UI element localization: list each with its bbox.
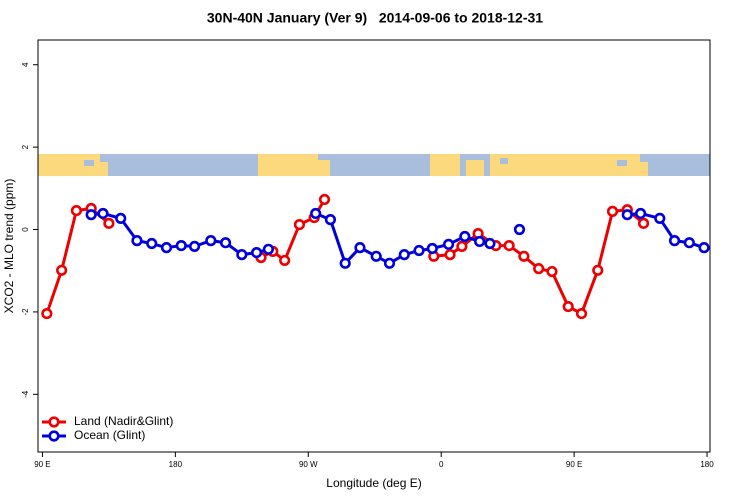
chart-title: 30N-40N January (Ver 9) 2014-09-06 to 20… bbox=[207, 10, 543, 26]
y-tick-label: -2 bbox=[21, 308, 30, 316]
x-tick-label: 90 E bbox=[34, 460, 50, 469]
data-point bbox=[634, 207, 647, 220]
data-point bbox=[442, 238, 455, 250]
data-point bbox=[70, 204, 82, 217]
data-point bbox=[56, 264, 68, 276]
x-tick-label: 90 E bbox=[566, 460, 582, 469]
data-point bbox=[370, 250, 382, 262]
data-point bbox=[533, 263, 545, 275]
data-point bbox=[398, 249, 410, 261]
data-point bbox=[592, 264, 604, 276]
data-point bbox=[637, 217, 650, 229]
data-point bbox=[324, 214, 337, 226]
plot-frame bbox=[37, 39, 711, 453]
data-point bbox=[621, 209, 633, 221]
data-point bbox=[518, 250, 530, 262]
data-point bbox=[354, 242, 366, 254]
legend-label: Land (Nadir&Glint) bbox=[74, 414, 173, 428]
data-point bbox=[318, 193, 331, 206]
y-tick-label: 0 bbox=[21, 227, 30, 232]
data-point bbox=[654, 212, 666, 224]
data-point bbox=[444, 249, 456, 261]
data-point bbox=[279, 254, 291, 267]
data-point bbox=[484, 237, 496, 250]
data-point bbox=[575, 307, 588, 320]
x-tick-label: 90 W bbox=[299, 460, 318, 469]
data-point bbox=[103, 217, 115, 229]
data-point bbox=[236, 249, 248, 261]
data-point bbox=[131, 235, 143, 247]
data-point bbox=[606, 205, 619, 217]
data-point bbox=[41, 307, 53, 320]
data-point bbox=[160, 242, 173, 254]
data-point bbox=[219, 237, 232, 249]
data-point bbox=[459, 230, 471, 243]
data-point bbox=[413, 244, 425, 257]
data-point bbox=[383, 257, 396, 269]
data-point bbox=[250, 246, 263, 259]
data-point bbox=[293, 218, 306, 231]
data-point bbox=[503, 239, 515, 252]
map-strip bbox=[38, 154, 710, 176]
data-point bbox=[97, 207, 109, 220]
data-point bbox=[426, 242, 438, 255]
data-point bbox=[456, 240, 468, 253]
data-point bbox=[546, 265, 558, 278]
data-point bbox=[474, 235, 486, 248]
y-tick-label: 2 bbox=[21, 144, 30, 149]
data-point bbox=[188, 240, 201, 253]
data-point bbox=[115, 212, 127, 224]
x-tick-label: 180 bbox=[169, 460, 183, 469]
x-axis-label: Longitude (deg E) bbox=[326, 476, 421, 490]
y-tick-label: -4 bbox=[21, 390, 30, 398]
data-point bbox=[513, 223, 526, 236]
legend-label: Ocean (Glint) bbox=[74, 428, 145, 442]
y-tick-label: 4 bbox=[21, 62, 30, 67]
data-point bbox=[262, 243, 275, 255]
data-point bbox=[339, 257, 351, 269]
x-tick-label: 0 bbox=[439, 460, 444, 469]
data-point bbox=[668, 235, 681, 247]
data-point bbox=[683, 237, 695, 249]
series-line bbox=[45, 198, 645, 316]
data-point bbox=[85, 209, 97, 221]
data-point bbox=[146, 237, 158, 250]
data-point bbox=[698, 242, 710, 254]
data-point bbox=[175, 239, 187, 252]
x-tick-label: 180 bbox=[700, 460, 714, 469]
legend: Land (Nadir&Glint)Ocean (Glint) bbox=[42, 414, 173, 442]
legend-marker bbox=[48, 416, 60, 428]
data-point bbox=[310, 207, 322, 220]
legend-marker bbox=[48, 430, 60, 442]
data-point bbox=[562, 300, 574, 313]
series-line bbox=[91, 211, 705, 267]
data-point bbox=[205, 235, 217, 247]
y-axis-label: XCO2 - MLO trend (ppm) bbox=[2, 179, 16, 314]
